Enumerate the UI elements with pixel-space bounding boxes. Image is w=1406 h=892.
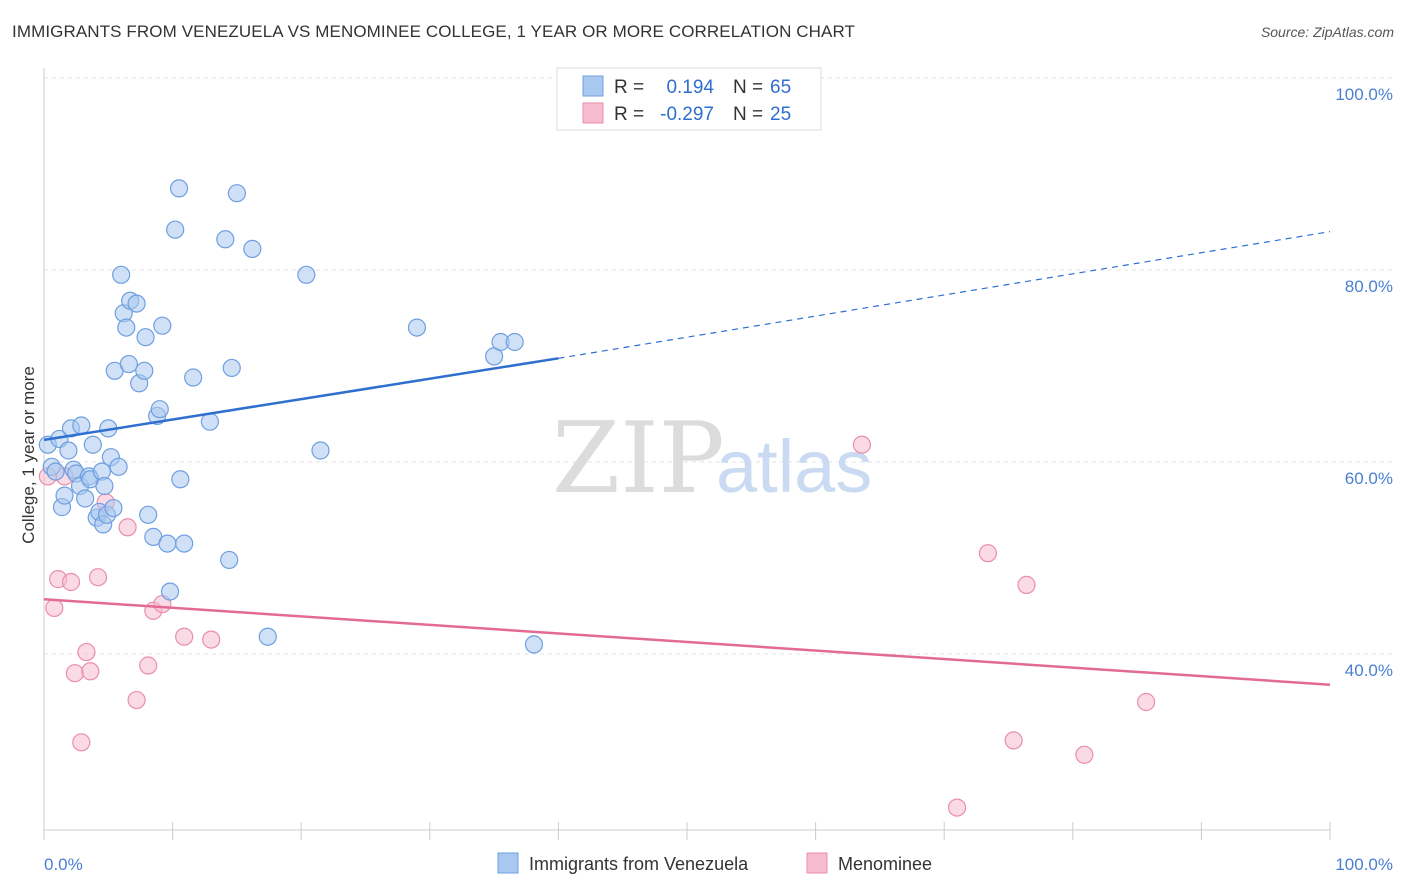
bottom-legend-swatch-pink — [806, 852, 828, 874]
y-axis-label: College, 1 year or more — [19, 366, 38, 544]
venezuela-point-39 — [150, 400, 169, 419]
venezuela-point-57 — [407, 318, 427, 337]
menominee-point-5 — [65, 664, 84, 683]
venezuela-point-47 — [184, 368, 203, 387]
venezuela-point-20 — [95, 476, 114, 496]
venezuela-point-5 — [55, 486, 74, 505]
venezuela-point-41 — [158, 534, 177, 553]
legend-r-value-1: 0.194 — [666, 77, 714, 98]
x-axis-ticks — [43, 822, 1331, 840]
series-venezuela — [38, 179, 544, 654]
venezuela-point-49 — [216, 230, 235, 249]
venezuela-point-40 — [153, 316, 172, 335]
venezuela-point-11 — [72, 416, 91, 435]
venezuela-point-55 — [297, 265, 316, 284]
venezuela-point-34 — [135, 361, 154, 380]
venezuela-point-36 — [139, 505, 158, 524]
watermark-atlas: atlas — [716, 425, 872, 508]
venezuela-point-15 — [83, 435, 102, 454]
watermark: ZIP atlas — [552, 402, 872, 516]
y-tick-label-60: 60.0% — [1345, 469, 1393, 488]
legend-swatch-blue — [582, 75, 604, 97]
menominee-point-22 — [1017, 575, 1036, 594]
legend-swatch-pink — [582, 102, 604, 124]
menominee-point-6 — [72, 733, 91, 752]
venezuela-trend-line — [43, 357, 559, 442]
venezuela-point-52 — [227, 184, 246, 203]
venezuela-point-30 — [119, 354, 138, 374]
venezuela-point-54 — [258, 627, 277, 646]
venezuela-point-44 — [169, 179, 189, 198]
bottom-legend-swatch-blue — [497, 852, 519, 874]
legend-r-label-2: R = — [614, 104, 644, 125]
menominee-point-24 — [1137, 692, 1156, 712]
menominee-point-19 — [947, 798, 967, 817]
y-tick-labels: 100.0% 80.0% 60.0% 40.0% — [1335, 85, 1393, 680]
venezuela-point-61 — [524, 635, 544, 654]
chart-title: IMMIGRANTS FROM VENEZUELA VS MENOMINEE C… — [12, 22, 856, 41]
venezuela-point-50 — [220, 550, 239, 570]
y-tick-label-40: 40.0% — [1345, 661, 1393, 680]
venezuela-point-42 — [160, 582, 180, 601]
venezuela-point-29 — [117, 318, 136, 337]
venezuela-point-46 — [175, 534, 194, 553]
venezuela-point-2 — [46, 462, 65, 481]
bottom-legend-label-menominee: Menominee — [838, 854, 932, 874]
menominee-point-4 — [61, 572, 81, 592]
menominee-trend-line — [43, 598, 1331, 686]
menominee-point-1 — [45, 598, 64, 618]
legend-r-value-2: -0.297 — [660, 104, 714, 125]
menominee-point-9 — [88, 568, 108, 587]
menominee-point-20 — [978, 544, 998, 563]
menominee-point-12 — [127, 690, 146, 710]
menominee-point-7 — [77, 642, 96, 662]
watermark-zip: ZIP — [552, 402, 725, 516]
menominee-point-13 — [139, 656, 158, 675]
venezuela-point-27 — [112, 265, 131, 284]
legend-n-value-1: 65 — [770, 77, 791, 98]
venezuela-point-26 — [109, 457, 128, 476]
venezuela-point-6 — [59, 441, 78, 460]
venezuela-point-53 — [243, 239, 262, 258]
bottom-legend-label-venezuela: Immigrants from Venezuela — [529, 854, 749, 874]
venezuela-point-51 — [222, 358, 241, 378]
y-tick-label-80: 80.0% — [1345, 277, 1393, 296]
venezuela-point-24 — [104, 498, 123, 518]
x-tick-label-max: 100.0% — [1335, 855, 1393, 874]
source-label: Source: ZipAtlas.com — [1260, 24, 1394, 40]
venezuela-point-56 — [311, 441, 330, 460]
legend-n-label-2: N = — [733, 104, 763, 125]
menominee-point-21 — [1004, 731, 1023, 750]
menominee-point-8 — [81, 662, 100, 681]
venezuela-point-12 — [76, 489, 95, 508]
menominee-point-11 — [118, 518, 137, 537]
grid — [44, 77, 1393, 655]
series-legend: Immigrants from Venezuela Menominee — [497, 852, 932, 874]
venezuela-point-60 — [505, 332, 524, 352]
x-tick-label-min: 0.0% — [44, 855, 83, 874]
legend-r-label-1: R = — [614, 77, 644, 98]
venezuela-point-45 — [171, 470, 190, 489]
trend-lines — [43, 231, 1331, 686]
venezuela-trend-projection — [558, 231, 1331, 359]
correlation-legend: R = 0.194 N = 65 R = -0.297 N = 25 — [556, 67, 822, 131]
menominee-point-16 — [175, 627, 194, 646]
venezuela-point-43 — [166, 220, 185, 239]
menominee-point-23 — [1075, 745, 1094, 764]
menominee-point-17 — [202, 630, 221, 649]
menominee-point-18 — [852, 435, 871, 454]
y-tick-label-100: 100.0% — [1335, 85, 1393, 104]
legend-n-value-2: 25 — [770, 104, 791, 125]
legend-n-label-1: N = — [733, 77, 763, 98]
venezuela-point-35 — [136, 328, 155, 347]
venezuela-point-32 — [127, 294, 146, 313]
